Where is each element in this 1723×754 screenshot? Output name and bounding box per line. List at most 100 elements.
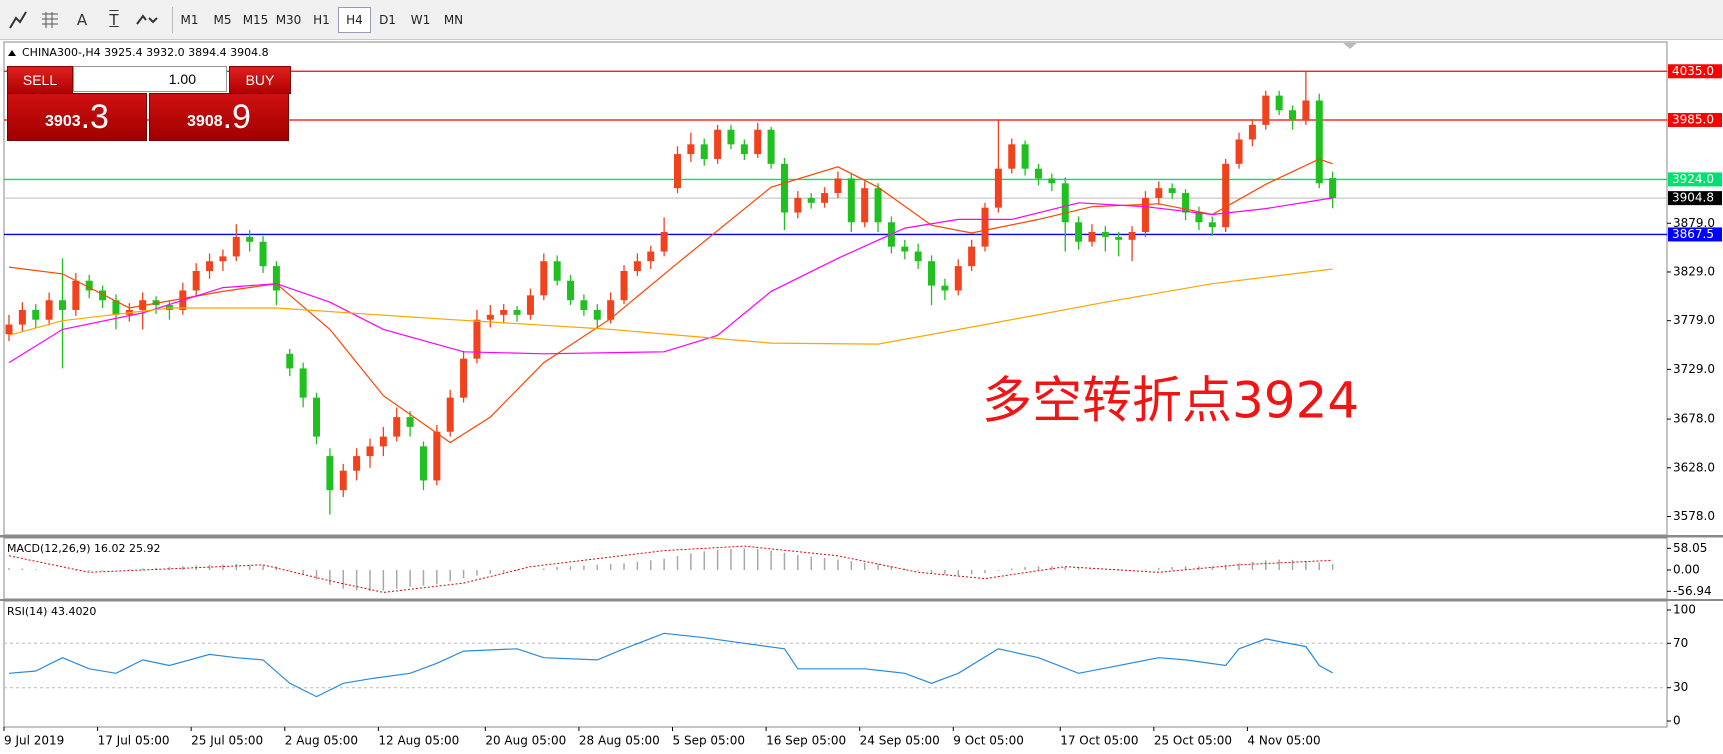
x-tick-label: 25 Oct 05:00 <box>1154 734 1232 748</box>
candle-body <box>941 285 949 291</box>
candle-body <box>847 178 855 223</box>
timeframe-button[interactable]: D1 <box>379 12 396 27</box>
candle-body <box>1208 222 1216 228</box>
candle-body <box>419 446 427 481</box>
timeframe-button[interactable]: W1 <box>410 12 431 27</box>
candle-body <box>1155 188 1163 198</box>
candle-body <box>460 358 468 398</box>
candle-body <box>1315 100 1323 184</box>
toolbar: A T M1 M5 M15 M30 H1 H4 D1 W1 MN <box>0 0 1723 40</box>
candle-body <box>807 197 815 203</box>
price-level-box <box>1668 227 1722 242</box>
candle-body <box>219 256 227 262</box>
candle-body <box>914 251 922 262</box>
x-tick-label: 17 Jul 05:00 <box>98 734 170 748</box>
volume-field[interactable]: 1.00 <box>73 66 227 92</box>
price-level-box <box>1668 172 1722 187</box>
candle-body <box>1061 183 1069 223</box>
price-level-label: 3924.0 <box>1672 172 1714 186</box>
candle-body <box>406 417 414 427</box>
sell-button[interactable]: SELL <box>7 66 73 94</box>
moving-average <box>8 197 1333 364</box>
collapse-icon <box>8 50 16 56</box>
candle-body <box>366 446 374 457</box>
candle-body <box>1101 232 1109 237</box>
bid-price[interactable]: 3903.3 <box>7 93 147 141</box>
candle-body <box>767 129 775 164</box>
candle-body <box>1088 232 1096 242</box>
candle-body <box>58 300 66 310</box>
timeframes: M1 M5 M15 M30 H1 H4 D1 W1 MN <box>172 6 470 33</box>
arrows-tool[interactable] <box>132 7 160 33</box>
y-tick-label: 3829.0 <box>1673 264 1715 278</box>
candle-body <box>299 368 307 398</box>
candle-body <box>874 188 882 223</box>
x-tick-label: 4 Nov 05:00 <box>1247 734 1320 748</box>
y-tick-label: 3729.0 <box>1673 362 1715 376</box>
separator <box>0 535 1723 538</box>
candle-body <box>1168 188 1176 194</box>
timeframe-button[interactable]: M15 <box>242 12 269 27</box>
macd-tick-label: -56.94 <box>1673 584 1712 598</box>
candle-body <box>633 261 641 271</box>
candle-body <box>1182 193 1190 213</box>
candle-body <box>1115 236 1123 240</box>
price-level-label: 4035.0 <box>1672 64 1714 78</box>
ask-tail: .9 <box>222 97 251 136</box>
candle-body <box>1034 168 1042 179</box>
candle-body <box>1262 95 1270 125</box>
x-tick-label: 2 Aug 05:00 <box>285 734 358 748</box>
bid-main: 3903 <box>45 113 81 130</box>
candle-body <box>72 280 80 310</box>
background <box>0 40 1723 754</box>
price-level-label: 3985.0 <box>1672 112 1714 126</box>
candle-body <box>567 280 575 301</box>
y-tick-label: 3879.0 <box>1673 216 1715 230</box>
candle-body <box>1248 124 1256 140</box>
candle-body <box>727 129 735 145</box>
candle-body <box>794 197 802 213</box>
candle-body <box>1128 232 1136 240</box>
candle-body <box>1195 212 1203 223</box>
candle-body <box>1275 95 1283 111</box>
ask-main: 3908 <box>187 113 223 130</box>
candle-body <box>473 319 481 359</box>
y-tick-label: 3678.0 <box>1673 412 1715 426</box>
separator <box>0 599 1723 601</box>
text-tool[interactable]: A <box>76 10 88 29</box>
candle-body <box>206 261 214 271</box>
buy-button[interactable]: BUY <box>229 66 291 94</box>
rsi-tick-label: 0 <box>1673 714 1681 728</box>
grid-icon[interactable] <box>36 7 64 33</box>
candle-body <box>593 309 601 320</box>
candle-body <box>1008 144 1016 169</box>
label-tool[interactable]: T <box>109 10 119 29</box>
price-level-box <box>1668 191 1722 206</box>
y-tick-label: 3779.0 <box>1673 313 1715 327</box>
ask-price[interactable]: 3908.9 <box>149 93 289 141</box>
timeframe-button[interactable]: M1 <box>180 12 199 27</box>
timeframe-button[interactable]: H4 <box>338 6 371 33</box>
candle-body <box>286 353 294 369</box>
candle-body <box>901 246 909 252</box>
timeframe-button[interactable]: H1 <box>313 12 330 27</box>
candle-body <box>272 266 280 291</box>
x-tick-label: 9 Oct 05:00 <box>953 734 1024 748</box>
candle-body <box>246 236 254 242</box>
candle-body <box>553 261 561 281</box>
candle-body <box>45 300 53 320</box>
candle-body <box>861 188 869 223</box>
timeframe-button[interactable]: MN <box>443 12 464 27</box>
candle-body <box>540 261 548 296</box>
rsi-tick-label: 70 <box>1673 636 1688 650</box>
timeframe-button[interactable]: M5 <box>213 12 232 27</box>
timeframe-button[interactable]: M30 <box>275 12 302 27</box>
rsi-line <box>8 632 1333 698</box>
candle-body <box>112 300 120 315</box>
price-level-label: 3904.8 <box>1672 191 1714 205</box>
trade-panel: SELL 1.00 BUY 3903.3 3908.9 <box>7 66 291 141</box>
candle-body <box>232 236 240 257</box>
candle-body <box>259 241 267 267</box>
chart-icon[interactable] <box>4 7 32 33</box>
